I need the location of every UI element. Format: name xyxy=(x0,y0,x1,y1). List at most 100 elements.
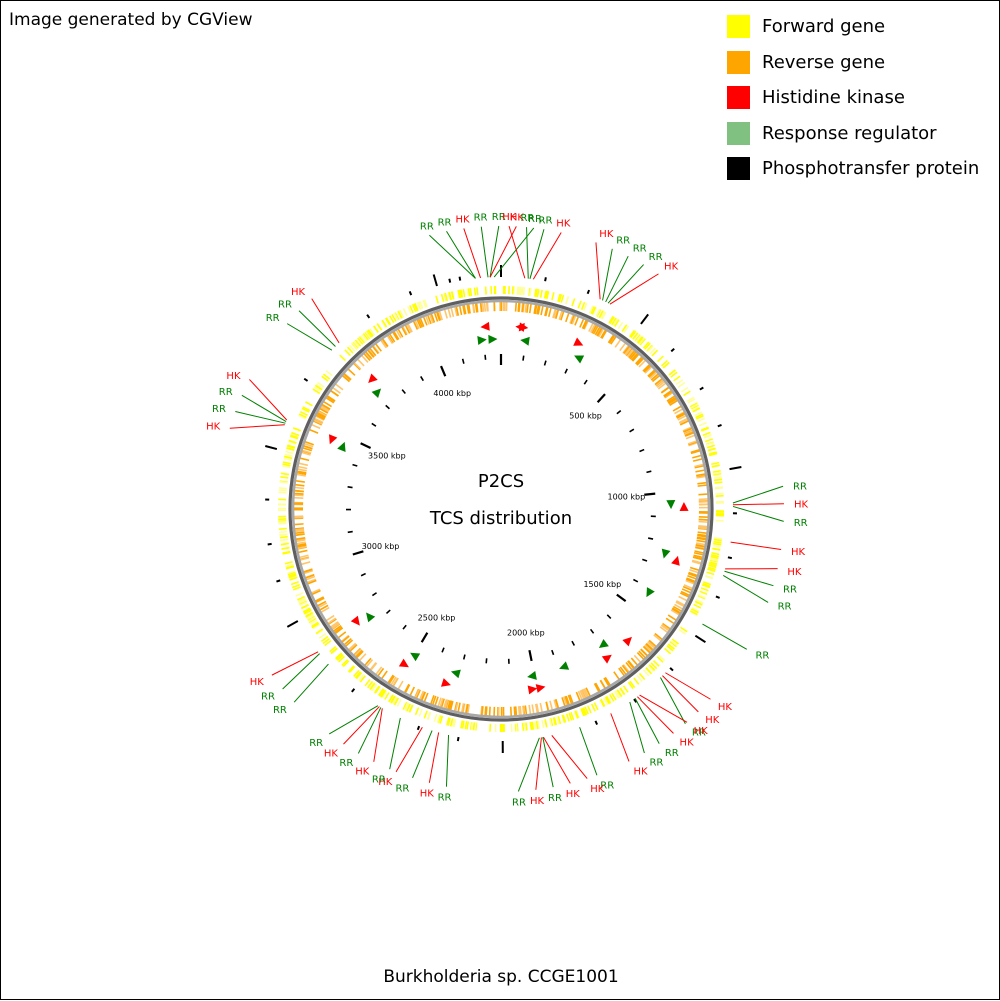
forward-gene-mark xyxy=(301,605,308,609)
reverse-gene-mark xyxy=(614,672,619,679)
major-tick xyxy=(353,551,364,554)
forward-gene-mark xyxy=(525,723,526,731)
phosphotransfer-mark xyxy=(641,314,648,324)
callout-leader xyxy=(294,664,328,702)
callout-leader xyxy=(396,727,422,772)
histidine-kinase-label: HK xyxy=(791,547,806,558)
forward-gene-mark xyxy=(530,722,531,730)
callout-leader xyxy=(580,727,597,775)
reverse-gene-mark xyxy=(519,303,520,312)
callout-leader xyxy=(723,575,768,602)
forward-gene-mark xyxy=(477,287,478,295)
minor-tick xyxy=(552,650,554,655)
histidine-kinase-arrow xyxy=(536,684,546,693)
callout-leader xyxy=(637,697,673,734)
callout-leader xyxy=(413,731,433,778)
phosphotransfer-mark xyxy=(304,379,307,381)
reverse-gene-mark xyxy=(679,597,687,601)
legend-swatch xyxy=(727,15,750,38)
reverse-gene-mark xyxy=(451,308,453,317)
histidine-kinase-arrow xyxy=(528,686,538,695)
reverse-gene-mark xyxy=(487,302,488,311)
response-regulator-arrow xyxy=(520,337,530,346)
major-tick xyxy=(361,443,371,448)
forward-gene-mark xyxy=(706,443,714,445)
reverse-gene-mark xyxy=(339,632,346,638)
forward-gene-mark xyxy=(377,324,381,331)
histidine-kinase-label: HK xyxy=(680,737,695,748)
histidine-kinase-label: HK xyxy=(599,229,614,240)
forward-gene-mark xyxy=(715,493,723,494)
callout-leader xyxy=(509,226,525,278)
callout-leader xyxy=(249,379,286,420)
forward-gene-mark xyxy=(305,402,312,406)
tick-label: 1000 kbp xyxy=(608,493,646,502)
legend-item-phosphotransfer: Phosphotransfer protein xyxy=(727,151,979,187)
callout-leader xyxy=(329,706,378,734)
callout-leader xyxy=(552,735,587,778)
phosphotransfer-mark xyxy=(595,721,597,725)
forward-gene-mark xyxy=(424,711,427,719)
reverse-gene-mark xyxy=(458,703,460,712)
response-regulator-label: RR xyxy=(755,650,769,661)
forward-gene-mark xyxy=(526,723,527,731)
forward-gene-mark xyxy=(541,290,542,298)
forward-gene-mark xyxy=(374,326,379,333)
response-regulator-arrow xyxy=(666,500,675,509)
forward-gene-mark xyxy=(684,391,691,395)
response-regulator-label: RR xyxy=(438,217,452,228)
histidine-kinase-label: HK xyxy=(705,715,720,726)
major-tick xyxy=(617,595,626,602)
reverse-gene-mark xyxy=(481,303,482,312)
reverse-gene-mark xyxy=(698,485,707,486)
histidine-kinase-label: HK xyxy=(794,500,809,511)
response-regulator-arrow xyxy=(337,442,345,452)
forward-gene-mark xyxy=(711,553,719,555)
forward-gene-mark xyxy=(280,534,288,535)
minor-tick xyxy=(630,429,634,432)
response-regulator-arrow xyxy=(372,388,381,398)
legend-label: Response regulator xyxy=(762,123,937,144)
reverse-gene-mark xyxy=(382,671,387,678)
forward-gene-mark xyxy=(281,473,289,474)
forward-gene-mark xyxy=(714,538,722,539)
histidine-kinase-label: HK xyxy=(355,767,370,778)
tick-label: 4000 kbp xyxy=(433,389,471,398)
tick-label: 3000 kbp xyxy=(362,542,400,551)
credit-text: Image generated by CGView xyxy=(9,10,253,30)
minor-tick xyxy=(617,411,621,414)
response-regulator-arrow xyxy=(662,549,671,559)
reverse-gene-mark xyxy=(527,304,528,313)
forward-gene-mark xyxy=(578,301,581,308)
reverse-gene-mark xyxy=(410,687,414,695)
forward-gene-mark xyxy=(319,634,326,639)
callout-leader xyxy=(343,707,379,745)
histidine-kinase-label: HK xyxy=(226,371,241,382)
reverse-gene-mark xyxy=(348,369,355,375)
forward-gene-mark xyxy=(714,479,722,480)
histidine-kinase-label: HK xyxy=(455,215,470,226)
response-regulator-arrow xyxy=(599,639,609,648)
phosphotransfer-mark xyxy=(700,388,703,390)
minor-tick xyxy=(421,376,424,380)
minor-tick xyxy=(642,559,647,561)
reverse-gene-mark xyxy=(550,701,552,710)
response-regulator-label: RR xyxy=(665,748,679,759)
response-regulator-label: RR xyxy=(649,758,663,769)
forward-gene-mark xyxy=(279,490,287,491)
minor-tick xyxy=(572,641,574,645)
forward-gene-mark xyxy=(486,287,487,295)
reverse-gene-mark xyxy=(529,705,530,714)
response-regulator-label: RR xyxy=(778,602,792,613)
forward-gene-mark xyxy=(714,477,722,478)
legend-item-histidine-kinase: Histidine kinase xyxy=(727,80,979,116)
reverse-gene-mark xyxy=(666,618,674,623)
reverse-gene-mark xyxy=(299,463,308,465)
forward-gene-mark xyxy=(279,532,287,533)
forward-gene-mark xyxy=(522,287,523,295)
response-regulator-label: RR xyxy=(548,793,562,804)
reverse-gene-mark xyxy=(697,483,706,484)
histidine-kinase-label: HK xyxy=(250,677,265,688)
callout-leader xyxy=(702,624,746,649)
forward-gene-mark xyxy=(700,591,707,594)
